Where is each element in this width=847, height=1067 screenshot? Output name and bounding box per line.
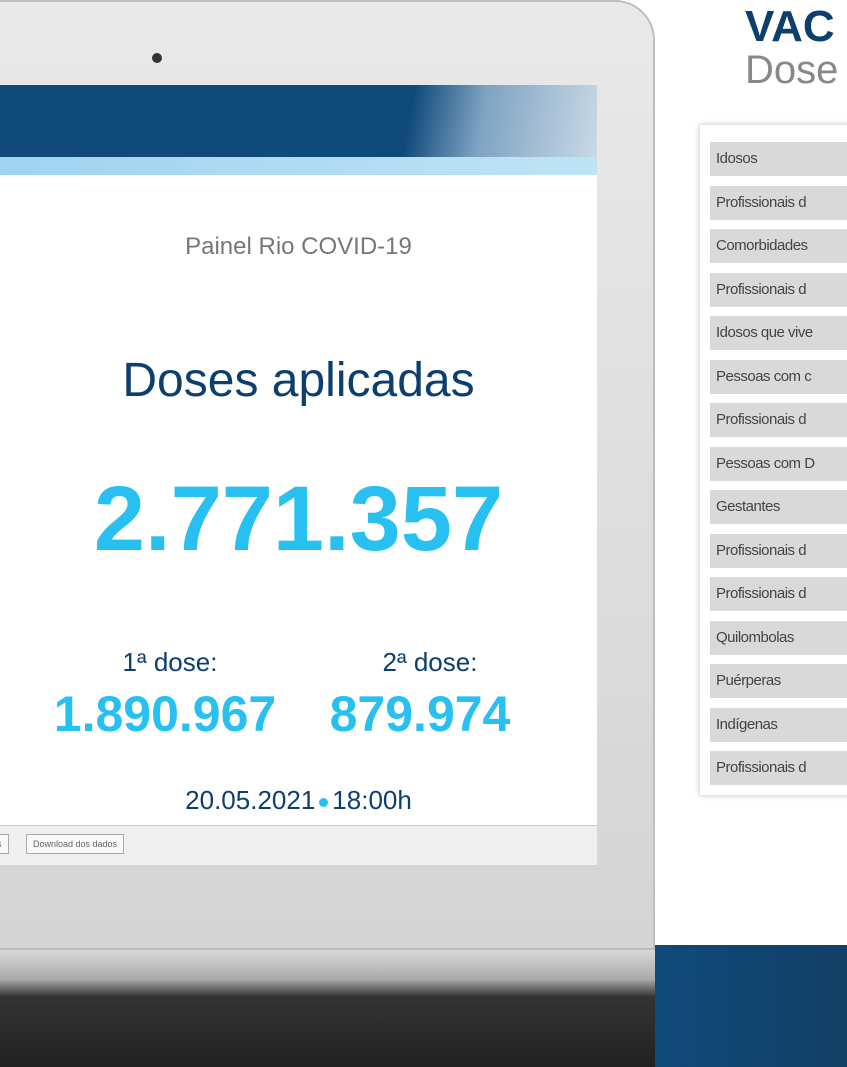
- separator: [319, 798, 328, 807]
- row-label: Indígenas: [710, 708, 847, 742]
- row-label: Idosos: [710, 142, 847, 176]
- panel-title: VAC: [745, 2, 835, 52]
- dashboard-title: Painel Rio COVID-19: [0, 233, 597, 261]
- tab[interactable]: s: [0, 834, 9, 854]
- row-label: Comorbidades: [710, 229, 847, 263]
- camera: [152, 53, 162, 63]
- row-label: Profissionais d: [710, 403, 847, 437]
- row-label: Profissionais d: [710, 186, 847, 220]
- date: 20.05.2021: [185, 785, 315, 815]
- update-time: 20.05.2021 18:00h: [0, 785, 597, 816]
- page: {"screen": {"title": "Painel Rio COVID-1…: [0, 0, 847, 1067]
- row-label: Gestantes: [710, 490, 847, 524]
- heading: Doses aplicadas: [0, 353, 597, 408]
- first-dose-label: 1ª dose:: [40, 647, 300, 678]
- time: 18:00h: [332, 785, 412, 815]
- row-label: Pessoas com c: [710, 360, 847, 394]
- laptop-base: [0, 950, 655, 1067]
- total-value: 2.771.357: [0, 467, 597, 572]
- tab[interactable]: Download dos dados: [26, 834, 124, 854]
- header-strip: [0, 157, 597, 175]
- row-label: Profissionais d: [710, 751, 847, 785]
- header-bar: [0, 85, 597, 160]
- tab-bar: s Download dos dados: [0, 825, 597, 865]
- panel-subtitle: Dose: [745, 48, 838, 93]
- row-label: Profissionais d: [710, 273, 847, 307]
- footer-bar: [655, 945, 847, 1067]
- row-label: Profissionais d: [710, 577, 847, 611]
- row-label: Profissionais d: [710, 534, 847, 568]
- row-label: Pessoas com D: [710, 447, 847, 481]
- row-label: Idosos que vive: [710, 316, 847, 350]
- laptop-screen: Painel Rio COVID-19 Doses aplicadas 2.77…: [0, 85, 597, 865]
- row-label: Puérperas: [710, 664, 847, 698]
- row-label: Quilombolas: [710, 621, 847, 655]
- second-dose-label: 2ª dose:: [300, 647, 560, 678]
- second-dose-value: 879.974: [270, 685, 570, 743]
